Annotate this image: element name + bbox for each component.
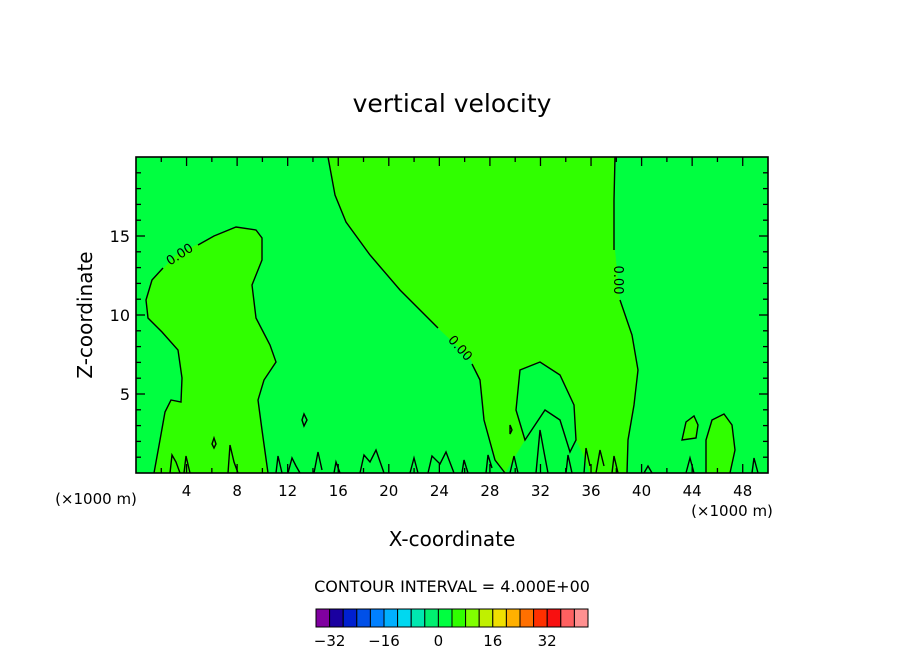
x-tick-label: 28 [480, 482, 499, 500]
x-tick-label: 24 [430, 482, 449, 500]
colorbar [315, 608, 589, 628]
colorbar-swatch [478, 608, 494, 628]
colorbar-swatch [383, 608, 399, 628]
y-axis-ticks: 5 10 15 [110, 172, 768, 458]
colorbar-tick-label: −32 [314, 632, 346, 650]
colorbar-tick-label: 0 [434, 632, 444, 650]
x-tick-label: 40 [632, 482, 651, 500]
x-tick-label: 36 [581, 482, 600, 500]
colorbar-swatch [505, 608, 521, 628]
x-unit-left: (×1000 m) [55, 490, 137, 508]
colorbar-tick-label: 16 [483, 632, 502, 650]
colorbar-swatch [437, 608, 453, 628]
colorbar-swatch [356, 608, 371, 628]
positive-region-left [146, 227, 276, 473]
plot-area: 0.00 0.00 0.00 [135, 156, 769, 474]
colorbar-swatch [519, 608, 535, 628]
y-tick-label: 10 [110, 306, 130, 325]
colorbar-swatch [315, 608, 331, 628]
x-tick-label: 20 [379, 482, 398, 500]
colorbar-swatch [424, 608, 439, 628]
colorbar-swatch [342, 608, 358, 628]
x-tick-label: 16 [329, 482, 348, 500]
positive-region-right-2 [706, 414, 735, 473]
x-axis-label: X-coordinate [389, 527, 516, 551]
zero-contours [145, 156, 759, 474]
contour-line-center-right [613, 156, 639, 474]
x-tick-label: 44 [683, 482, 702, 500]
colorbar-swatch [410, 608, 426, 628]
x-tick-label: 8 [232, 482, 242, 500]
colorbar-swatch [465, 608, 480, 628]
colorbar-swatch [451, 608, 467, 628]
contour-line-right-blob-2 [705, 413, 736, 474]
colorbar-swatch [492, 608, 507, 628]
x-tick-label: 48 [733, 482, 752, 500]
colorbar-swatch [369, 608, 385, 628]
contour-interval-text: CONTOUR INTERVAL = 4.000E+00 [314, 577, 590, 596]
colorbar-swatch [573, 608, 589, 628]
colorbar-swatch [329, 608, 344, 628]
y-tick-label: 5 [120, 385, 130, 404]
colorbar-swatch [560, 608, 575, 628]
colorbar-tick-label: 32 [538, 632, 557, 650]
x-tick-label: 12 [278, 482, 297, 500]
contour-line-center-left [327, 156, 506, 474]
contour-line-right-blob-1 [681, 414, 699, 441]
x-tick-label: 32 [531, 482, 550, 500]
colorbar-tick-labels: −32 −16 0 16 32 [314, 632, 557, 650]
x-axis-ticks: 4 8 12 16 20 24 28 32 36 40 44 48 [160, 157, 752, 500]
colorbar-tick-label: −16 [368, 632, 400, 650]
colorbar-swatch [546, 608, 562, 628]
colorbar-swatch [397, 608, 412, 628]
contour-line-small-loops [211, 412, 513, 450]
x-unit-right: (×1000 m) [691, 502, 773, 520]
colorbar-swatch [533, 608, 548, 628]
y-axis-label: Z-coordinate [73, 251, 97, 378]
positive-region-center [328, 157, 638, 473]
contour-line-left [145, 226, 277, 474]
contour-label: 0.00 [610, 266, 625, 295]
y-tick-label: 15 [110, 227, 130, 246]
chart-title: vertical velocity [353, 89, 552, 118]
x-tick-label: 4 [182, 482, 192, 500]
contour-line-bubble [515, 361, 577, 454]
